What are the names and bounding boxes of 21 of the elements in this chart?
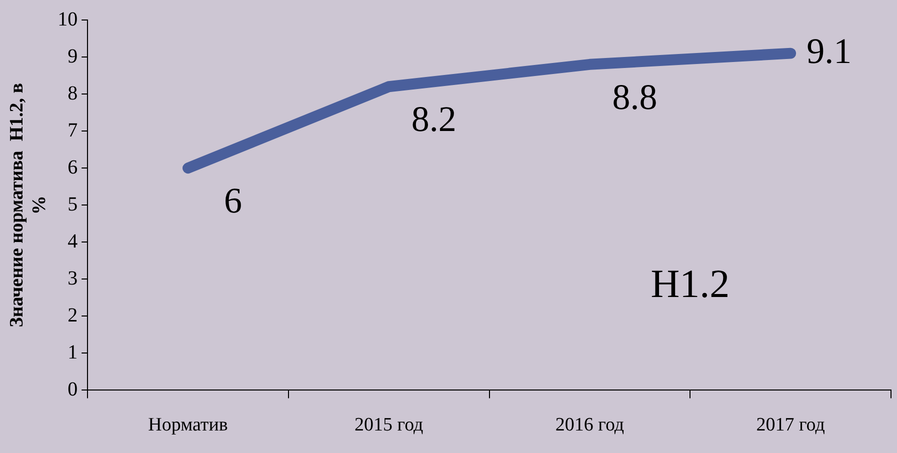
data-label: 8.2 [411, 99, 456, 140]
data-label: 8.8 [612, 76, 658, 117]
y-tick-label: 7 [68, 119, 78, 142]
y-axis-title: Значение норматива Н1.2, в % [6, 82, 50, 328]
y-tick-label: 0 [68, 378, 78, 400]
text: Н1.2 [650, 261, 730, 306]
y-tick-label: 6 [68, 156, 78, 178]
data-label: 9.1 [806, 30, 852, 71]
x-tick-label: 2016 год [555, 414, 624, 436]
data-label: 6 [224, 180, 242, 221]
y-tick-label: 4 [68, 230, 78, 252]
y-tick-label: 9 [68, 45, 78, 68]
y-tick-label: 8 [68, 82, 78, 104]
y-tick-label: 2 [68, 304, 78, 326]
y-tick-label: 10 [58, 8, 78, 30]
y-tick-label: 3 [68, 267, 78, 290]
y-tick-label: 1 [68, 341, 78, 364]
y-tick-label: 5 [68, 193, 78, 216]
x-tick-label: 2017 год [756, 414, 826, 436]
x-tick-label: 2015 год [354, 414, 424, 436]
x-tick-label: Норматив [148, 414, 228, 436]
